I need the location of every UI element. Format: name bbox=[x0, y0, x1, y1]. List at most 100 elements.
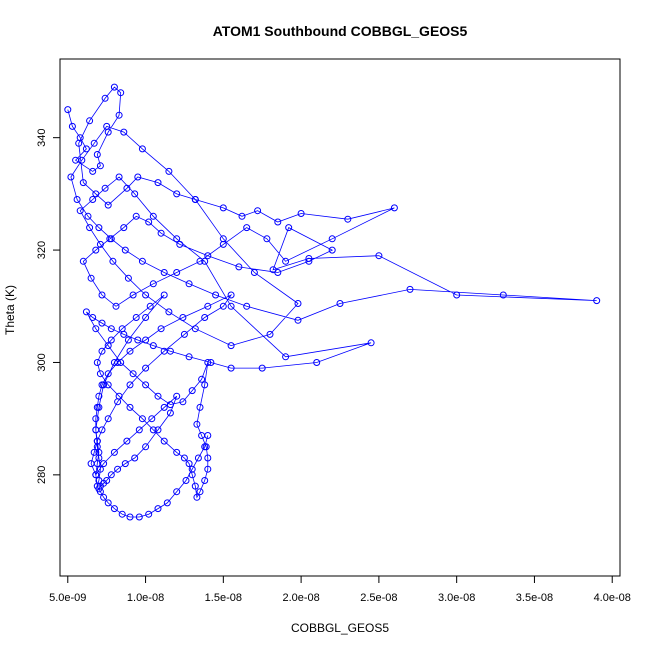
data-point bbox=[93, 359, 101, 366]
data-point bbox=[114, 359, 122, 366]
data-point bbox=[297, 210, 305, 217]
data-point bbox=[219, 235, 227, 243]
data-point bbox=[115, 173, 123, 181]
data-point bbox=[142, 443, 150, 451]
data-point bbox=[148, 415, 156, 423]
data-point bbox=[142, 336, 150, 344]
data-point bbox=[149, 280, 157, 288]
data-point bbox=[104, 342, 112, 350]
data-point bbox=[235, 263, 243, 271]
data-point bbox=[313, 359, 321, 366]
data-point bbox=[135, 513, 143, 521]
data-point bbox=[193, 420, 201, 428]
data-point bbox=[194, 454, 202, 462]
data-point bbox=[145, 510, 153, 518]
data-point bbox=[250, 269, 258, 276]
data-point bbox=[173, 448, 181, 456]
data-point bbox=[82, 308, 90, 316]
data-point bbox=[142, 291, 150, 299]
data-point bbox=[142, 314, 150, 321]
data-point bbox=[453, 291, 461, 299]
data-point bbox=[219, 302, 227, 310]
data-point bbox=[93, 403, 101, 411]
data-point bbox=[196, 257, 204, 265]
data-point bbox=[201, 477, 209, 484]
data-point bbox=[107, 325, 115, 333]
data-point bbox=[129, 291, 137, 299]
data-point bbox=[227, 342, 235, 350]
data-point bbox=[120, 128, 128, 136]
data-point bbox=[191, 325, 199, 333]
data-point bbox=[75, 139, 83, 147]
data-point bbox=[114, 465, 122, 473]
data-point bbox=[82, 145, 90, 153]
y-axis: 280 300 320 340 bbox=[36, 128, 61, 484]
data-point bbox=[93, 151, 101, 158]
x-tick-label: 2.0e-08 bbox=[282, 592, 319, 604]
data-point bbox=[157, 325, 165, 333]
data-point bbox=[129, 370, 137, 378]
data-point bbox=[201, 257, 209, 265]
data-point bbox=[263, 235, 271, 243]
data-point bbox=[92, 415, 100, 423]
data-point bbox=[160, 347, 168, 355]
data-point bbox=[212, 291, 220, 299]
data-point bbox=[196, 488, 204, 496]
data-point bbox=[79, 257, 87, 265]
data-point bbox=[92, 471, 100, 479]
data-point bbox=[132, 314, 140, 321]
x-tick-label: 4.0e-08 bbox=[594, 592, 631, 604]
data-point bbox=[118, 325, 126, 333]
data-point bbox=[154, 505, 162, 513]
data-point bbox=[367, 339, 375, 347]
data-point bbox=[282, 353, 290, 361]
data-point bbox=[204, 454, 212, 462]
data-point bbox=[104, 370, 112, 378]
data-point bbox=[375, 252, 383, 260]
data-point bbox=[98, 319, 106, 327]
data-point bbox=[191, 196, 199, 203]
data-point bbox=[201, 314, 209, 321]
data-point bbox=[87, 274, 95, 282]
data-point bbox=[258, 364, 266, 372]
data-point bbox=[123, 437, 131, 445]
data-point bbox=[207, 359, 215, 366]
data-point bbox=[173, 269, 181, 276]
data-point bbox=[173, 392, 181, 400]
data-point bbox=[120, 224, 128, 232]
data-point bbox=[104, 201, 112, 209]
data-point bbox=[154, 426, 162, 434]
data-point bbox=[154, 179, 162, 187]
y-tick-label: 320 bbox=[36, 241, 48, 259]
x-axis-label: COBBGL_GEOS5 bbox=[291, 621, 389, 635]
data-point bbox=[294, 300, 302, 307]
data-point bbox=[154, 392, 162, 400]
data-point bbox=[134, 336, 142, 344]
data-point bbox=[110, 83, 118, 91]
data-point bbox=[166, 409, 174, 417]
data-point bbox=[84, 212, 92, 220]
x-tick-label: 2.5e-08 bbox=[360, 592, 397, 604]
data-point bbox=[185, 353, 193, 361]
data-point bbox=[173, 488, 181, 496]
data-point bbox=[188, 387, 196, 395]
data-point bbox=[176, 240, 184, 248]
data-point bbox=[145, 218, 153, 226]
x-tick-label: 3.0e-08 bbox=[438, 592, 475, 604]
x-tick-label: 3.5e-08 bbox=[516, 592, 553, 604]
data-point bbox=[201, 381, 209, 389]
y-tick-label: 340 bbox=[36, 128, 48, 146]
x-tick-label: 5.0e-09 bbox=[49, 592, 86, 604]
data-point bbox=[117, 89, 125, 97]
data-point bbox=[132, 212, 140, 220]
data-point bbox=[165, 167, 173, 175]
data-point bbox=[173, 235, 181, 243]
data-point bbox=[126, 347, 134, 355]
data-point bbox=[68, 122, 76, 130]
data-point bbox=[294, 316, 302, 324]
data-point bbox=[138, 145, 146, 153]
data-point bbox=[64, 106, 72, 114]
data-point bbox=[166, 401, 174, 409]
data-point bbox=[182, 477, 190, 484]
data-point bbox=[499, 291, 507, 299]
